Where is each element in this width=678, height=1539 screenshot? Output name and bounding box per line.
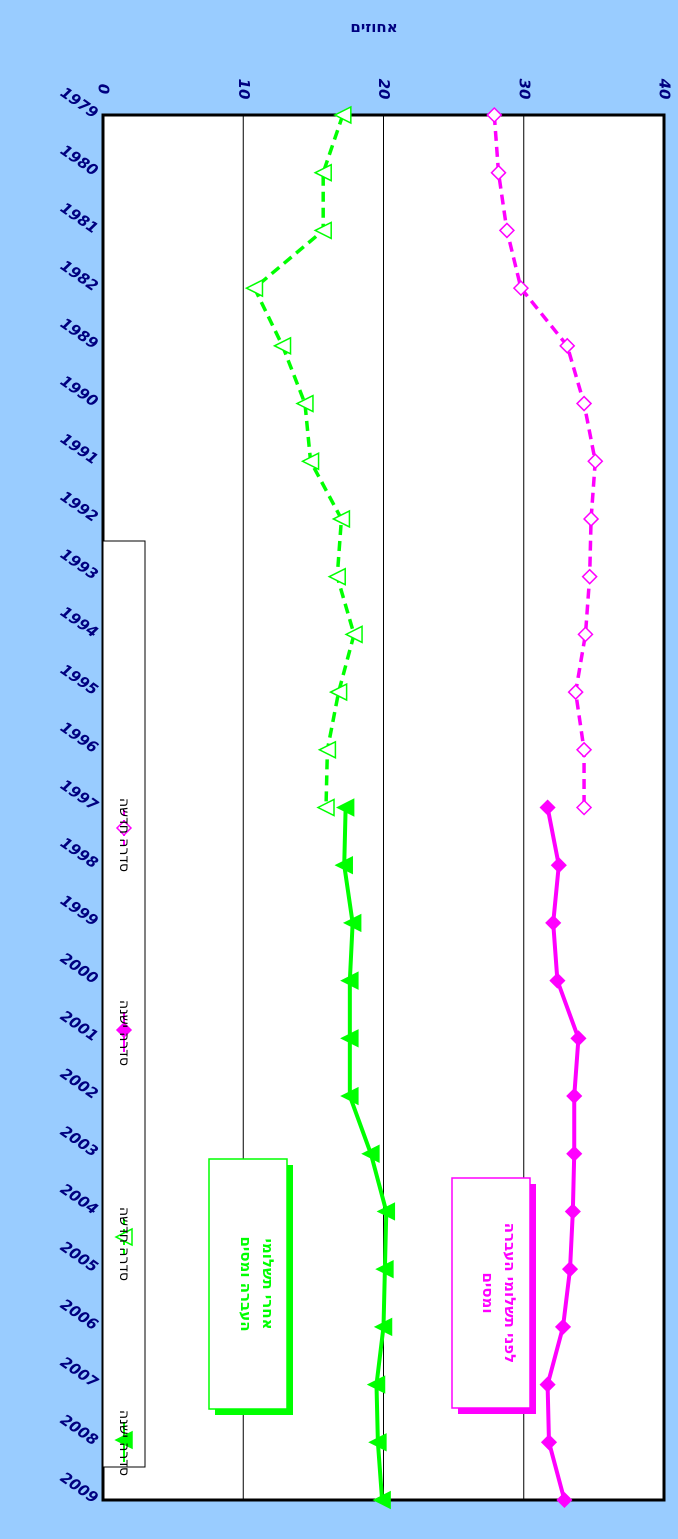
series-before-new-point [539, 799, 556, 816]
series-after-new-point [342, 913, 362, 933]
legend-box [102, 540, 146, 1468]
series-layer [244, 105, 604, 1510]
legend-entry-4-swatch-point [115, 819, 133, 837]
series-before-new-point [539, 1376, 556, 1393]
series-before-new-point [554, 1318, 572, 1335]
legend-entry-2-label: סדרה חדשה [116, 1207, 132, 1281]
series-after-old-point [244, 278, 264, 298]
annotation-before-box [451, 1177, 531, 1409]
series-after-new-point [373, 1317, 393, 1337]
series-before-old-point [575, 395, 593, 412]
series-before-new-point [561, 1261, 579, 1278]
series-after-new-point [375, 1259, 394, 1279]
legend: סדרה ישנה סדרה חדשה סדרה ישנה סדרה חדשה [102, 540, 146, 1476]
series-after-old-point [317, 740, 337, 760]
series-before-old-point [490, 164, 507, 181]
y-tick-label: 40 [656, 78, 674, 100]
series-after-old-point [272, 336, 292, 356]
series-before-old-point [575, 799, 593, 816]
series-before-old-point [498, 222, 515, 239]
y-tick-label: 10 [235, 79, 253, 100]
legend-entry-1-label: סדרה ישנה [116, 1410, 132, 1476]
series-after-new [334, 798, 396, 1510]
series-after-old-point [300, 452, 320, 471]
series-after-old-point [331, 509, 351, 529]
series-after-old [244, 105, 363, 817]
y-tick-labels: 0 10 20 30 40 [95, 78, 674, 100]
series-after-new-point [368, 1433, 387, 1452]
series-before-old-point [581, 568, 598, 585]
annotation-before-line-2: ומסים [479, 1272, 497, 1313]
series-after-new-point [340, 971, 359, 990]
legend-entry-4: סדרה חדשה [115, 798, 133, 872]
annotation-after: אחרי תשלומי העברה ומסים [208, 1158, 293, 1415]
series-before-old-point [583, 510, 600, 528]
series-after-new-point [334, 855, 353, 875]
annotation-after-box [208, 1158, 288, 1410]
legend-entry-2: סדרה חדשה [114, 1207, 133, 1281]
series-before-old-point [559, 337, 576, 354]
series-after-new-point [372, 1490, 391, 1510]
series-before-new-point [545, 914, 562, 931]
legend-entry-3-swatch-point [115, 1021, 133, 1039]
series-after-old-point [344, 625, 363, 644]
series-after-old-point [328, 682, 348, 702]
y-tick-label: 0 [95, 84, 113, 94]
series-before-new-point [540, 1434, 558, 1451]
series-after-new-point [361, 1144, 380, 1163]
series-before-new [539, 799, 587, 1509]
series-before-new-point [550, 857, 567, 874]
series-before-new-point [556, 1491, 573, 1509]
annotation-after-line-1: אחרי תשלומי [259, 1238, 277, 1329]
series-after-new-point [335, 798, 355, 817]
series-before-old-point [486, 106, 503, 124]
annotation-before: לפני תשלומי העברה ומסים [451, 1177, 536, 1414]
legend-entry-1: סדרה ישנה [114, 1410, 133, 1476]
series-after-old-point [295, 394, 314, 413]
series-after-new-point [366, 1375, 386, 1394]
series-after-old-point [316, 798, 335, 817]
series-after-new-point [340, 1029, 359, 1048]
series-after-new-point [340, 1086, 359, 1106]
legend-entry-4-label: סדרה חדשה [116, 798, 132, 872]
series-before-new-point [549, 972, 566, 989]
series-before-old [486, 106, 604, 816]
legend-entry-3: סדרה ישנה [115, 1000, 133, 1066]
series-before-new-point [566, 1087, 583, 1105]
series-after-old-point [333, 105, 352, 125]
series-before-new-point [566, 1145, 583, 1162]
annotation-before-line-1: לפני תשלומי העברה [501, 1223, 519, 1364]
series-after-old-point [313, 163, 332, 182]
series-after-new-point [376, 1202, 396, 1221]
series-before-old-point [575, 741, 593, 758]
y-axis-title: אחוזים [350, 18, 397, 36]
series-before-old-point [587, 453, 604, 470]
legend-entry-3-label: סדרה ישנה [116, 1000, 132, 1066]
series-before-old-point [567, 684, 584, 701]
annotation-after-line-2: העברה ומסים [237, 1236, 255, 1331]
series-before-new-point [570, 1030, 587, 1047]
series-before-old-point [512, 280, 530, 297]
series-before-new-point [564, 1203, 581, 1220]
series-before-old-point [577, 626, 594, 643]
legend-entry-1-swatch-point [114, 1430, 133, 1450]
y-tick-label: 20 [375, 79, 393, 100]
legend-entry-2-swatch-point [114, 1227, 133, 1247]
series-after-old-point [313, 221, 332, 240]
y-tick-label: 30 [515, 79, 533, 100]
series-after-old-point [327, 567, 346, 586]
